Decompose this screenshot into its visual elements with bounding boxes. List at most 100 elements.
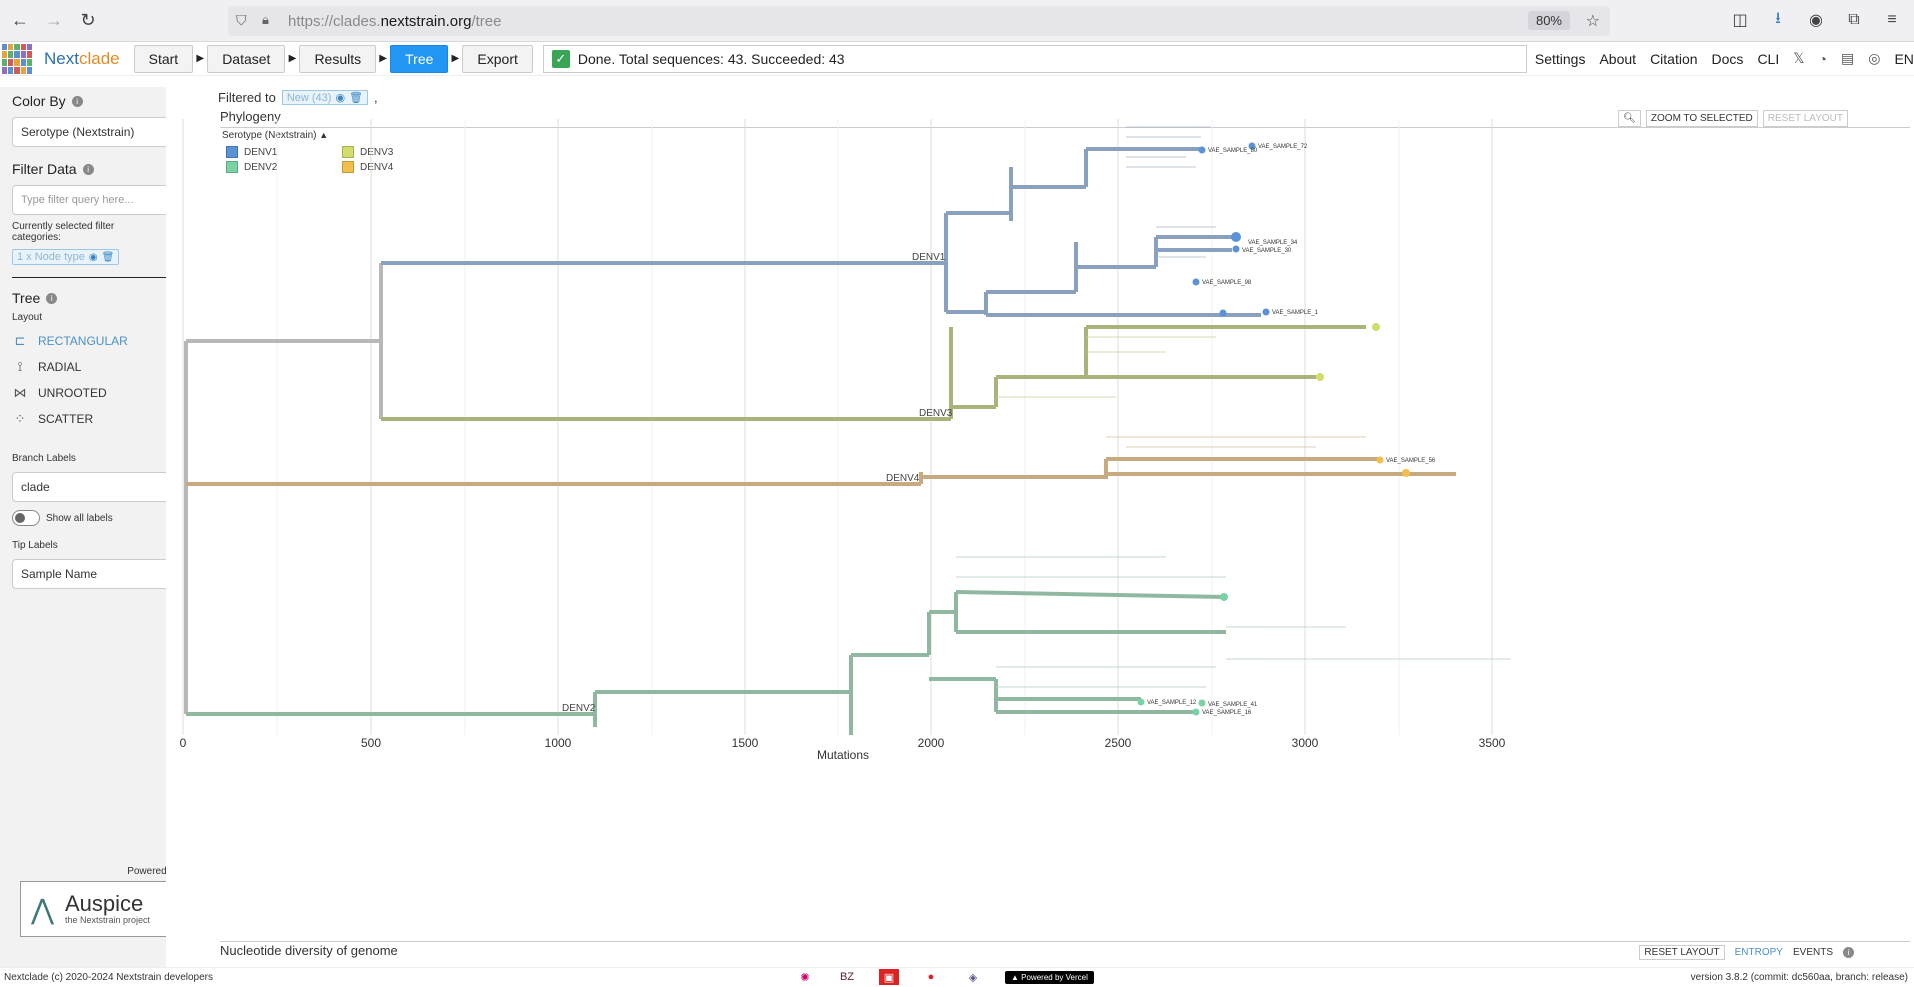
sidebar: Color By i Serotype (Nextstrain)▼ Filter … xyxy=(0,87,188,967)
layout-rectangular-option[interactable]: ⊏ RECTANGULAR xyxy=(12,333,154,349)
clade-label-denv2: DENV2 xyxy=(562,703,596,714)
zoom-level-badge[interactable]: 80% xyxy=(1527,11,1570,30)
czi-logo-icon[interactable]: ◈ xyxy=(968,971,978,984)
tip-label: VAE_SAMPLE_30 xyxy=(1242,248,1292,254)
trash-icon[interactable]: 🗑︎ xyxy=(349,92,364,104)
biozentrum-logo-icon[interactable]: BZ xyxy=(839,971,855,983)
brand-name[interactable]: Nextclade xyxy=(44,48,120,68)
legend-item-denv1[interactable]: DENV1 xyxy=(226,146,277,158)
step-arrow-icon: ▶ xyxy=(451,53,460,64)
trash-icon[interactable]: 🗑︎ xyxy=(101,251,115,263)
tip-labels-select[interactable]: Sample Name▼ xyxy=(12,559,188,589)
tip-labels-title: Tip Labels xyxy=(12,540,58,551)
new-filter-chip[interactable]: New (43) ◉ 🗑︎ xyxy=(281,90,369,105)
x-tick-label: 2500 xyxy=(1105,736,1132,750)
shield-icon[interactable]: ⛉ xyxy=(236,12,247,28)
rectangular-tree-icon: ⊏ xyxy=(14,333,26,348)
account-icon[interactable]: ◉ xyxy=(1809,12,1823,29)
scatter-icon: ⁘ xyxy=(14,411,26,426)
color-by-select[interactable]: Serotype (Nextstrain)▼ xyxy=(12,117,188,147)
root-branch xyxy=(184,339,381,714)
legend-swatch xyxy=(342,146,354,158)
node-type-filter-chip[interactable]: 1 x Node type ◉ 🗑︎ xyxy=(12,249,120,265)
auspice-logo-link[interactable]: ⋀ Auspice the Nextstrain project xyxy=(20,881,180,937)
legend-item-denv3[interactable]: DENV3 xyxy=(342,146,393,158)
step-start-button[interactable]: Start xyxy=(133,44,194,73)
events-toggle[interactable]: EVENTS xyxy=(1792,947,1833,958)
forward-icon[interactable]: → xyxy=(45,10,63,30)
tip-label: VAE_SAMPLE_72 xyxy=(1258,144,1308,150)
step-results-button[interactable]: Results xyxy=(299,44,377,73)
entropy-reset-layout-button[interactable]: RESET LAYOUT xyxy=(1639,945,1725,960)
tip-label: VAE_SAMPLE_98 xyxy=(1202,280,1252,286)
menu-icon[interactable]: ≡ xyxy=(1887,11,1897,28)
sib-logo-icon[interactable]: ▣ xyxy=(879,969,899,985)
powered-by-vercel-badge[interactable]: ▲ Powered by Vercel xyxy=(1005,970,1094,984)
citation-link[interactable]: Citation xyxy=(1650,50,1698,67)
tip-label: VAE_SAMPLE_80 xyxy=(1208,148,1258,154)
docker-icon[interactable]: ▤ xyxy=(1840,50,1855,66)
tip-marker xyxy=(1137,698,1145,706)
step-dataset-button[interactable]: Dataset xyxy=(207,44,286,73)
fred-hutch-logo-icon[interactable]: ● xyxy=(927,971,935,983)
eye-icon[interactable]: ◉ xyxy=(335,92,346,104)
cli-link[interactable]: CLI xyxy=(1757,50,1780,67)
github-icon[interactable]: ◎ xyxy=(1868,50,1881,66)
zoom-search-icon[interactable]: 🔍︎ xyxy=(1618,110,1641,127)
radial-tree-icon: ⟟ xyxy=(17,359,23,374)
partner-logo-icon[interactable]: ✺ xyxy=(800,971,810,984)
language-selector[interactable]: EN xyxy=(1894,50,1914,67)
tip-label: VAE_SAMPLE_12 xyxy=(1147,700,1197,706)
denv3-branch xyxy=(381,325,1366,421)
divider xyxy=(220,941,1910,942)
bookmark-star-icon[interactable]: ☆ xyxy=(1585,13,1600,30)
back-icon[interactable]: ← xyxy=(11,10,29,30)
pocket-icon[interactable]: ◫ xyxy=(1732,12,1748,29)
show-all-labels-toggle[interactable] xyxy=(12,510,40,526)
x-twitter-icon[interactable]: 𝕏 xyxy=(1793,50,1805,66)
clade-label-denv4: DENV4 xyxy=(886,473,920,484)
url-bar[interactable]: ⛉ 🔒︎ https://clades.nextstrain.org/tree … xyxy=(228,6,1610,36)
branch-labels-select[interactable]: clade▼ xyxy=(12,472,188,502)
layout-unrooted-option[interactable]: ⋈ UNROOTED xyxy=(13,385,107,400)
footer: Nextclade (c) 2020-2024 Nextstrain devel… xyxy=(0,967,1914,987)
show-all-labels-label: Show all labels xyxy=(46,512,113,524)
tip-marker xyxy=(1232,245,1240,253)
legend-item-denv4[interactable]: DENV4 xyxy=(342,161,393,173)
layout-scatter-option[interactable]: ⁘ SCATTER xyxy=(12,411,154,427)
color-by-title: Color By xyxy=(12,93,66,109)
filter-query-input[interactable]: Type filter query here... xyxy=(12,185,188,215)
settings-link[interactable]: Settings xyxy=(1534,50,1586,67)
info-icon[interactable]: i xyxy=(82,163,94,175)
step-arrow-icon: ▶ xyxy=(196,53,205,64)
copyright-text: Nextclade (c) 2020-2024 Nextstrain devel… xyxy=(4,972,213,983)
auspice-logo-icon: ⋀ xyxy=(31,893,54,925)
reset-layout-button[interactable]: RESET LAYOUT xyxy=(1762,110,1848,127)
about-link[interactable]: About xyxy=(1599,50,1637,67)
layout-radial-option[interactable]: ⟟ RADIAL xyxy=(12,359,154,375)
info-icon[interactable]: i xyxy=(71,95,83,107)
tip-marker xyxy=(1316,373,1324,381)
phylogeny-tree[interactable]: VAE_SAMPLE_72 VAE_SAMPLE_80 VAE_SAMPLE_3… xyxy=(166,87,1914,947)
filtered-to-bar: Filtered to New (43) ◉ 🗑︎ , xyxy=(218,90,378,105)
downloads-icon[interactable]: ⭳ xyxy=(1775,9,1781,27)
docs-link[interactable]: Docs xyxy=(1711,50,1744,67)
app-header: Nextclade Start ▶ Dataset ▶ Results ▶ Tr… xyxy=(0,42,1914,76)
chat-icon[interactable]: ◔ xyxy=(1818,50,1827,67)
url-text[interactable]: https://clades.nextstrain.org/tree xyxy=(288,12,502,30)
reload-icon[interactable]: ↻ xyxy=(80,10,96,30)
zoom-to-selected-button[interactable]: ZOOM TO SELECTED xyxy=(1645,110,1758,127)
info-icon[interactable]: i xyxy=(46,292,58,304)
nextclade-logo-icon[interactable] xyxy=(2,43,32,74)
step-export-button[interactable]: Export xyxy=(462,44,533,73)
eye-icon[interactable]: ◉ xyxy=(88,251,98,263)
legend-item-denv2[interactable]: DENV2 xyxy=(226,161,277,173)
browser-toolbar: ← → ↻ ⛉ 🔒︎ https://clades.nextstrain.org… xyxy=(0,0,1914,42)
info-icon[interactable]: i xyxy=(1843,947,1854,958)
lock-icon[interactable]: 🔒︎ xyxy=(262,12,269,27)
divider xyxy=(220,127,1910,128)
extensions-icon[interactable]: ⧉ xyxy=(1848,11,1860,28)
entropy-toggle[interactable]: ENTROPY xyxy=(1734,947,1783,958)
legend-title[interactable]: Serotype (Nextstrain) ▲ xyxy=(222,130,329,141)
step-tree-button[interactable]: Tree xyxy=(390,44,449,73)
